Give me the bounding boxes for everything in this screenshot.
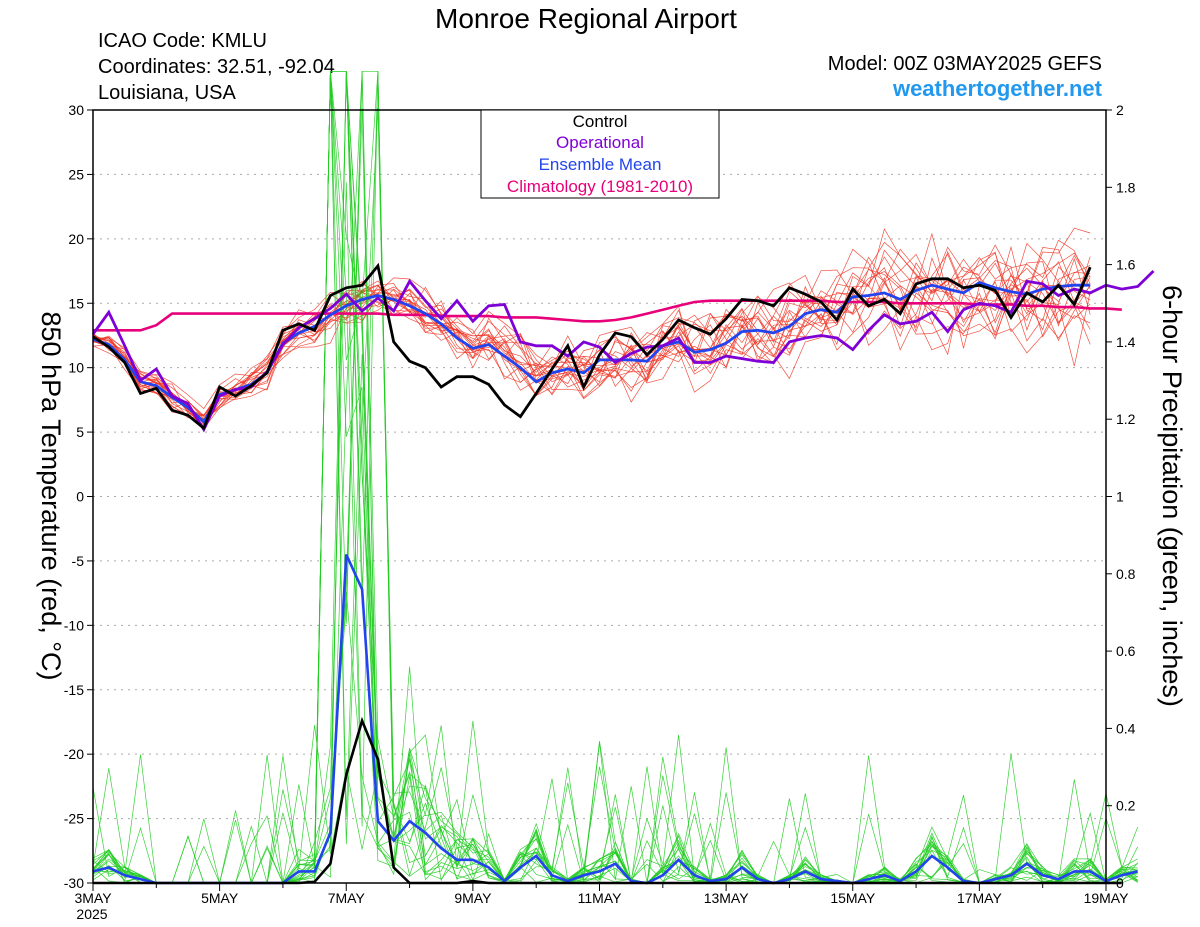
temperature-member-line (92, 227, 1091, 416)
chart-title: Monroe Regional Airport (435, 3, 737, 34)
right-tick-label: 0 (1116, 875, 1124, 891)
x-tick-label: 15MAY (830, 890, 876, 906)
temperature-member-line (92, 247, 1091, 417)
precipitation-member-line (92, 71, 1138, 884)
precip-control-line (93, 716, 1122, 885)
right-axis-ticks: 2 1.8 1.6 1.4 1.2 1 0.8 0.6 0.4 0.2 0 (1106, 102, 1136, 891)
site-link[interactable]: weathertogether.net (892, 76, 1103, 101)
temperature-member-line (92, 256, 1091, 428)
left-tick-label: -10 (64, 617, 84, 633)
precipitation-member-line (92, 182, 1138, 884)
coordinates: Coordinates: 32.51, -92.04 (98, 56, 335, 78)
climatology-line (93, 299, 1122, 332)
right-tick-label: 0.6 (1116, 643, 1136, 659)
temperature-member-line (92, 252, 1091, 421)
legend-ensemble-mean: Ensemble Mean (539, 155, 662, 174)
x-year-label: 2025 (76, 906, 107, 922)
right-tick-label: 1.2 (1116, 411, 1136, 427)
right-tick-label: 1.8 (1116, 179, 1136, 195)
precipitation-member-line (92, 71, 1138, 884)
right-tick-label: 2 (1116, 102, 1124, 118)
right-tick-label: 1 (1116, 489, 1124, 505)
gridlines (93, 173, 1106, 820)
left-tick-label: 10 (68, 360, 84, 376)
left-tick-label: 0 (76, 489, 84, 505)
right-tick-label: 0.2 (1116, 798, 1136, 814)
legend-control: Control (573, 112, 628, 131)
x-axis-ticks: 3MAY 5MAY 7MAY 9MAY 11MAY 13MAY 15MAY 17MAY 19MA… (74, 883, 1129, 906)
x-tick-label: 17MAY (957, 890, 1003, 906)
left-tick-label: -15 (64, 682, 84, 698)
temperature-member-line (92, 251, 1091, 424)
legend-operational: Operational (556, 133, 644, 152)
x-tick-label: 3MAY (74, 890, 112, 906)
legend-climatology: Climatology (1981-2010) (507, 177, 693, 196)
left-axis-ticks: 30 25 20 15 10 5 0 -5 -10 -15 -20 -25 -30 (64, 102, 93, 891)
right-axis-label: 6-hour Precipitation (green, inches) (1157, 285, 1187, 707)
temperature-member-line (92, 283, 1091, 424)
region: Louisiana, USA (98, 82, 237, 104)
series-lines (91, 262, 1155, 885)
temperature-member-line (92, 273, 1091, 420)
temperature-members (92, 227, 1091, 430)
left-tick-label: -25 (64, 811, 84, 827)
icao-code: ICAO Code: KMLU (98, 30, 267, 52)
temperature-member-line (92, 242, 1091, 418)
precipitation-member-line (92, 725, 1138, 884)
left-tick-label: 5 (76, 424, 84, 440)
right-tick-label: 0.4 (1116, 720, 1136, 736)
temperature-member-line (92, 232, 1091, 410)
left-tick-label: 30 (68, 102, 84, 118)
temp-control-line (92, 262, 1092, 431)
left-tick-label: -5 (72, 553, 85, 569)
left-tick-label: 20 (68, 231, 84, 247)
precipitation-member-line (92, 108, 1138, 884)
legend-box (480, 109, 720, 199)
right-tick-label: 1.6 (1116, 257, 1136, 273)
left-axis-label: 850 hPa Temperature (red, °C) (36, 312, 66, 681)
model-run: Model: 00Z 03MAY2025 GEFS (828, 53, 1102, 75)
x-tick-label: 7MAY (328, 890, 366, 906)
left-tick-label: -20 (64, 746, 84, 762)
right-tick-label: 1.4 (1116, 334, 1136, 350)
legend: Control Operational Ensemble Mean Climat… (480, 109, 720, 199)
precip-ensemble-mean-line (92, 553, 1139, 885)
left-tick-label: 15 (68, 295, 84, 311)
x-tick-label: 9MAY (454, 890, 492, 906)
x-tick-label: 19MAY (1084, 890, 1130, 906)
x-tick-label: 11MAY (578, 890, 622, 906)
right-tick-label: 0.8 (1116, 566, 1136, 582)
x-tick-label: 13MAY (704, 890, 750, 906)
left-tick-label: -30 (64, 875, 84, 891)
left-tick-label: 25 (68, 166, 84, 182)
precipitation-member-line (92, 591, 1138, 884)
x-tick-label: 5MAY (201, 890, 239, 906)
